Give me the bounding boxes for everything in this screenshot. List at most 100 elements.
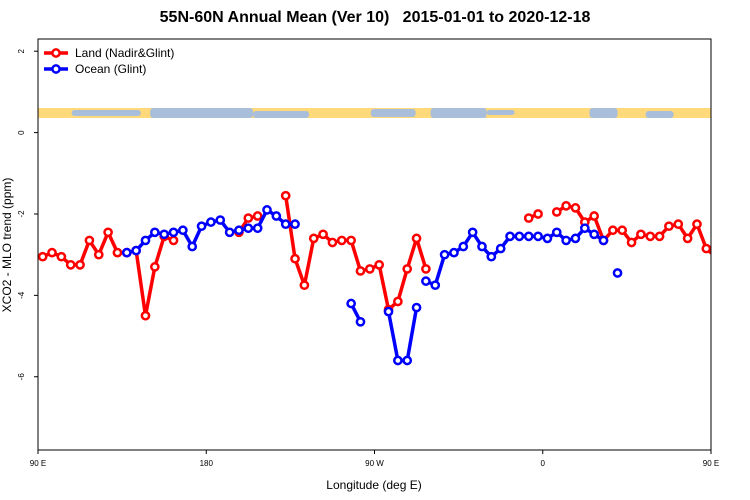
data-point [383,306,394,317]
series-land [38,190,747,321]
data-point [421,276,431,286]
data-point [673,219,684,230]
legend-marker [51,64,61,74]
data-point [449,247,459,258]
data-point [430,280,441,291]
data-point [327,237,338,248]
legend-label: Land (Nadir&Glint) [75,46,174,60]
map-ocean-region [252,111,310,118]
data-point [206,217,216,227]
data-point [290,219,300,230]
data-point [346,298,356,309]
data-point [318,229,328,240]
data-point [692,219,702,230]
data-point [56,251,67,262]
data-point [271,211,282,221]
data-point [589,211,600,221]
chart-title: 55N-60N Annual Mean (Ver 10) 2015-01-01 … [159,9,591,26]
data-point [38,251,48,262]
data-point [224,227,235,238]
data-point [411,302,422,313]
data-point [243,223,254,234]
data-point [523,231,534,242]
data-point [178,225,188,236]
plot-frame [37,38,712,451]
map-ocean-region [71,110,141,116]
data-point [280,190,291,201]
data-point [168,227,179,238]
data-point [626,237,637,248]
data-point [140,310,151,321]
data-point [75,259,85,270]
x-axis-label: Longitude (deg E) [326,478,421,492]
map-ocean-region [486,110,515,115]
data-point [47,247,57,258]
data-point [346,235,356,246]
data-point [215,215,226,225]
data-point [131,245,141,256]
data-point [421,264,431,274]
data-point [355,316,366,327]
data-point [402,264,413,274]
data-point [458,241,469,252]
map-ocean-region [150,108,253,118]
data-point [731,253,738,260]
data-point [299,280,310,291]
data-point [402,355,413,366]
data-point [393,355,403,366]
data-point [196,221,207,232]
world-map-strip [38,108,711,118]
map-ocean-region [589,108,618,118]
data-point [280,219,291,230]
data-point [542,233,553,244]
data-point [608,225,618,236]
map-ocean-region [430,108,487,118]
x-tick-label: 90 W [365,459,384,468]
series-line [41,230,175,318]
data-point [374,259,385,270]
data-point [682,233,693,244]
y-tick-label: 2 [17,48,26,53]
data-point [514,231,525,242]
data-point [579,223,590,234]
data-point [561,200,571,211]
data-point [477,241,487,252]
data-point [336,235,347,246]
data-point [65,259,76,270]
data-point [262,205,272,215]
legend: Land (Nadir&Glint) Ocean (Glint) [44,46,174,76]
data-point [140,235,151,246]
data-point [740,261,747,268]
data-point [252,211,263,221]
data-point [393,296,403,307]
data-point [551,207,562,217]
data-point [570,203,581,213]
y-axis-label: XCO2 - MLO trend (ppm) [0,178,14,313]
data-point [93,249,104,260]
data-point [551,227,562,238]
series-ocean [121,205,623,366]
data-point [364,264,375,274]
data-point [612,268,623,278]
data-point [561,235,571,246]
map-ocean-region [645,111,674,118]
data-point [149,227,160,238]
y-tick-label: 0 [17,130,26,135]
x-tick-label: 90 E [703,459,719,468]
data-point [467,227,478,238]
data-point [589,229,600,240]
data-point [505,231,515,242]
x-tick-label: 0 [541,459,546,468]
data-point [234,225,244,236]
data-point [308,233,319,244]
data-point [84,235,95,246]
data-point [252,223,263,234]
data-point [533,209,543,219]
data-point [149,262,160,272]
data-point [523,213,534,223]
data-point [355,266,366,276]
series-line [283,195,428,312]
data-point [721,249,728,256]
legend-marker [51,48,61,58]
data-point [710,255,711,258]
